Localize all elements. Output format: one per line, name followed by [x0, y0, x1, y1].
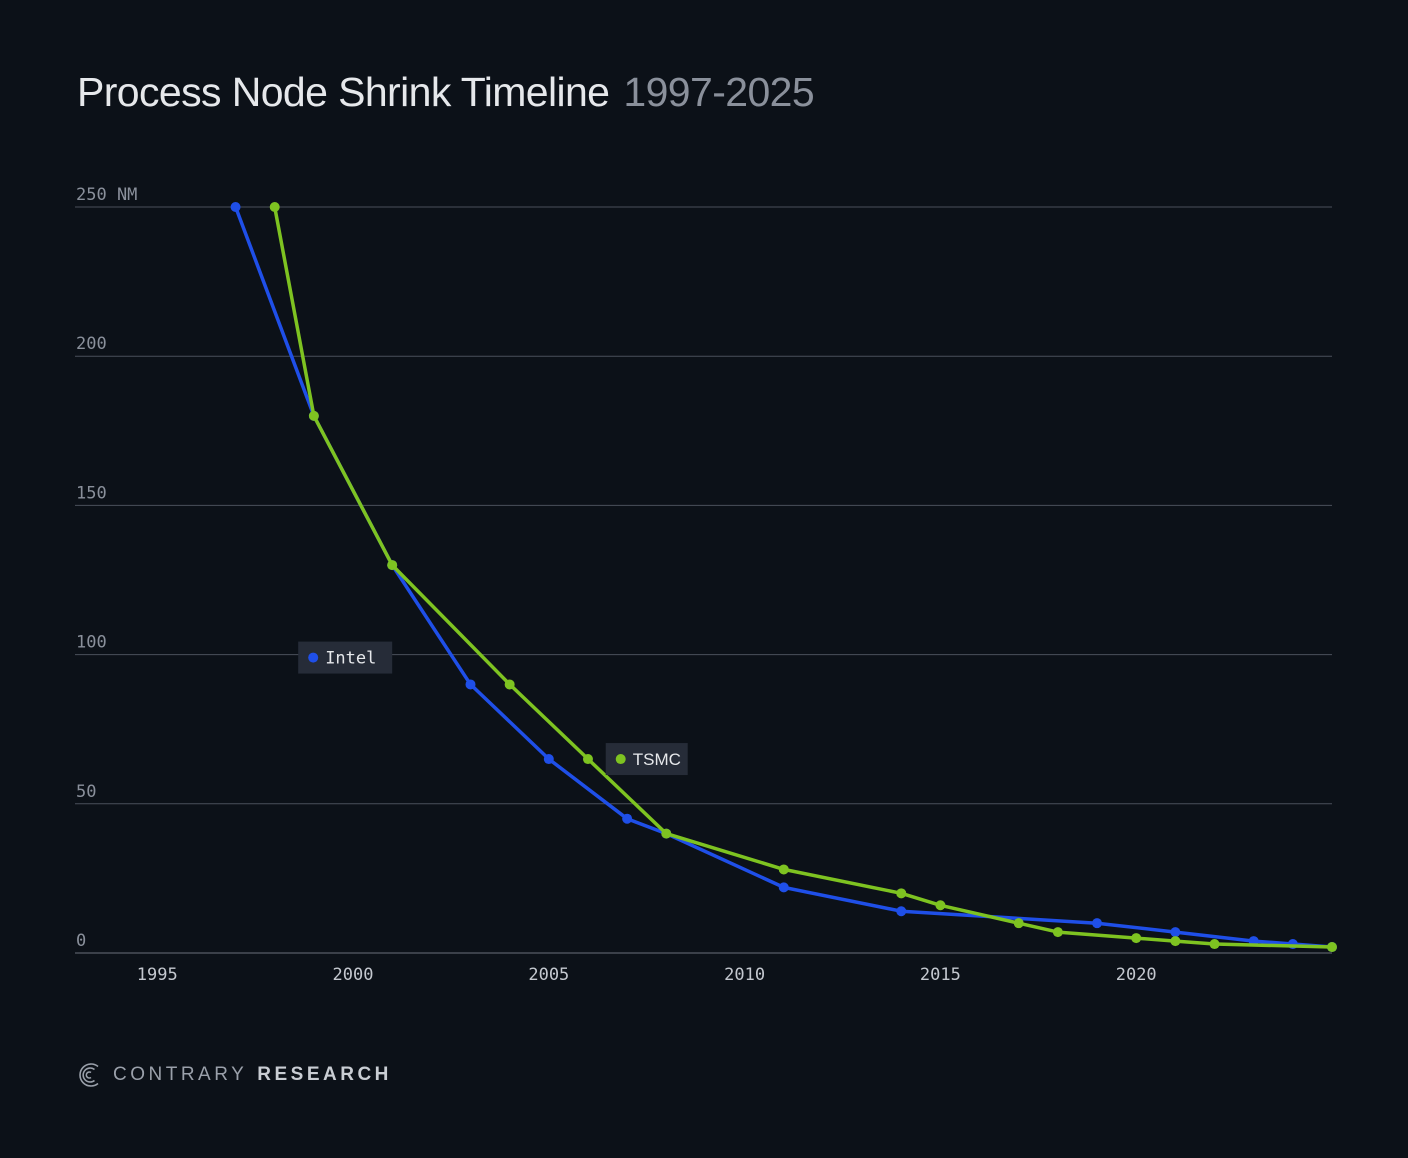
legend-label-tsmc: TSMC: [633, 750, 681, 769]
data-point-tsmc-2014: [896, 888, 907, 899]
data-point-tsmc-2008: [661, 828, 672, 839]
chart-title-row: Process Node Shrink Timeline 1997-2025: [77, 66, 815, 128]
data-point-tsmc-2018: [1052, 927, 1063, 938]
series-line-intel: [233, 205, 1334, 949]
data-point-tsmc-1998: [269, 202, 280, 212]
data-point-tsmc-2022: [1209, 939, 1220, 950]
data-point-tsmc-2017: [1013, 918, 1024, 929]
legend-marker-tsmc: [615, 754, 626, 765]
contrary-logo-icon: [79, 1063, 99, 1087]
y-tick-label-0: 0: [76, 931, 86, 951]
data-point-tsmc-1999: [308, 410, 319, 421]
brand-name-bold: RESEARCH: [257, 1064, 392, 1085]
data-point-intel-2007: [622, 813, 633, 824]
data-point-intel-2003: [465, 679, 476, 690]
data-point-intel-2021: [1170, 927, 1181, 938]
data-point-tsmc-2004: [504, 679, 515, 690]
data-point-intel-2005: [543, 754, 554, 765]
data-point-intel-2014: [896, 906, 907, 917]
data-point-tsmc-2001: [387, 560, 398, 571]
footer-brand: CONTRARY RESEARCH: [77, 1060, 392, 1090]
x-tick-label-1995: 1995: [137, 965, 178, 985]
chart-subtitle: 1997-2025: [623, 69, 815, 115]
y-tick-label-150: 150: [76, 483, 107, 503]
data-point-tsmc-2025: [1327, 942, 1337, 953]
legend-marker-intel: [308, 652, 319, 663]
y-tick-label-100: 100: [76, 633, 107, 653]
data-point-tsmc-2011: [778, 864, 789, 875]
data-point-intel-2019: [1092, 918, 1103, 929]
data-point-tsmc-2020: [1131, 933, 1142, 944]
legend-label-intel: Intel: [325, 649, 376, 669]
x-tick-label-2000: 2000: [333, 965, 374, 985]
data-point-intel-2011: [778, 882, 789, 893]
y-tick-label-200: 200: [76, 334, 107, 354]
brand-name-light: CONTRARY: [113, 1064, 248, 1085]
data-point-tsmc-2006: [582, 754, 593, 765]
data-point-tsmc-2021: [1170, 936, 1181, 947]
x-tick-label-2010: 2010: [724, 965, 765, 985]
chart-title: Process Node Shrink Timeline: [77, 69, 610, 115]
data-point-intel-1997: [230, 202, 241, 212]
series-line-tsmc: [272, 205, 1334, 949]
data-point-tsmc-2015: [935, 900, 946, 911]
y-tick-label-50: 50: [76, 782, 96, 802]
x-tick-label-2015: 2015: [920, 965, 961, 985]
x-tick-label-2020: 2020: [1116, 965, 1157, 985]
y-tick-label-250: 250 NM: [76, 185, 137, 205]
x-tick-label-2005: 2005: [528, 965, 569, 985]
